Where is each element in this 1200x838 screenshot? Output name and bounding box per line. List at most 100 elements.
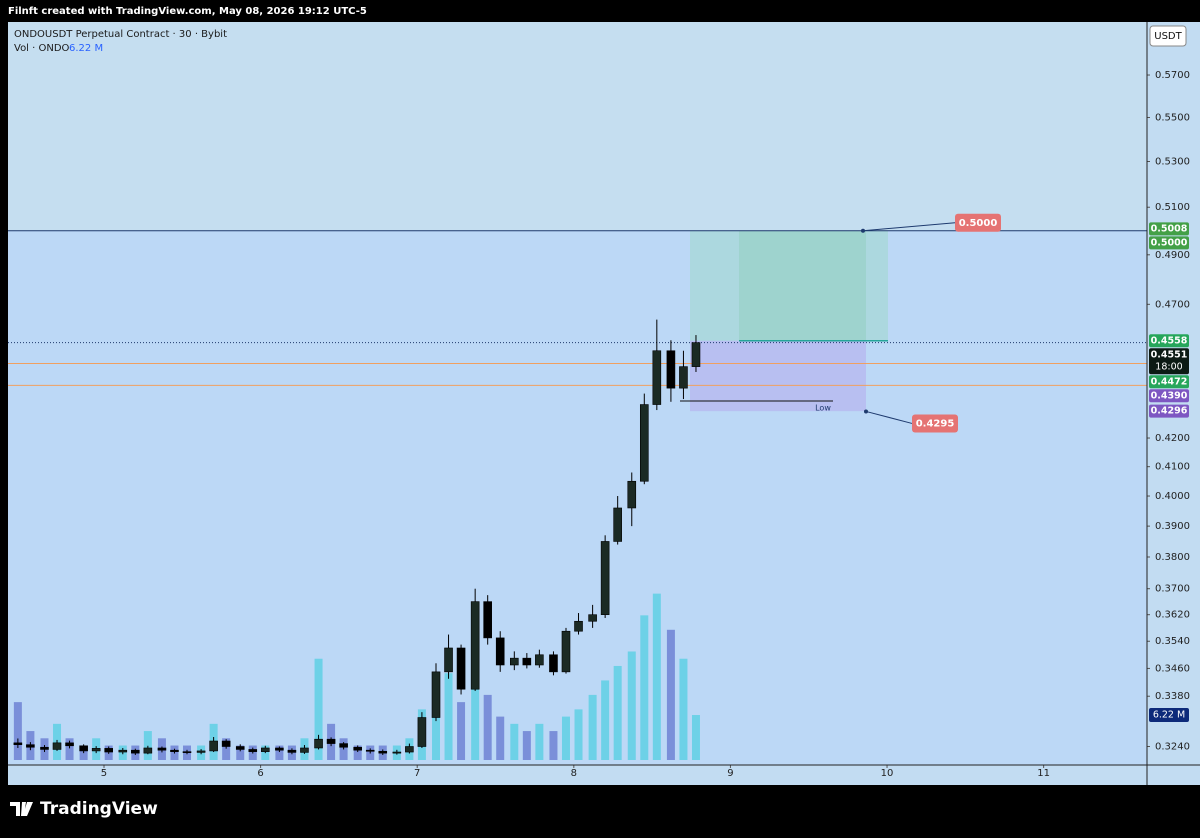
candle-body (639, 404, 649, 482)
volume-bar (561, 716, 570, 760)
y-tick-label: 0.3800 (1155, 552, 1190, 563)
volume-bar (483, 694, 492, 760)
candle-body (353, 746, 363, 751)
callout-dot (861, 228, 865, 233)
price-label: 0.4390 (1151, 390, 1188, 401)
x-tick-label: 6 (257, 768, 263, 779)
candle-body (691, 342, 701, 367)
volume-bar (613, 665, 622, 760)
volume-bar (432, 687, 441, 760)
y-tick-label: 0.3540 (1155, 636, 1190, 647)
price-label: 0.4551 (1151, 349, 1188, 360)
volume-bar (652, 593, 661, 760)
y-tick-label: 0.3240 (1155, 742, 1190, 753)
candle-body (40, 746, 49, 750)
y-tick-label: 0.3380 (1155, 691, 1190, 702)
callout-line (862, 222, 956, 232)
y-tick-label: 0.3700 (1155, 584, 1190, 595)
candle-body (170, 749, 179, 752)
y-tick-label: 0.4100 (1155, 462, 1190, 473)
candle-body (574, 620, 583, 632)
volume-axis-label: 6.22 M (1153, 710, 1185, 721)
currency-button[interactable] (1149, 25, 1187, 47)
y-tick-label: 0.4700 (1155, 299, 1190, 310)
candle-body (613, 507, 622, 542)
y-tick-label: 0.5100 (1155, 202, 1190, 213)
candle-body (235, 746, 245, 750)
candle-body (483, 601, 492, 639)
callout-line (865, 410, 913, 424)
candle-body (143, 747, 153, 754)
candle-body (157, 747, 167, 751)
upper-region (8, 22, 1147, 231)
candle-body (378, 750, 388, 754)
x-tick-label: 9 (727, 768, 733, 779)
candle-body (510, 657, 519, 666)
candle-body (196, 750, 206, 753)
volume-bar (666, 629, 675, 760)
volume-bar (588, 694, 597, 760)
y-tick-label: 0.3620 (1155, 610, 1190, 621)
candle-body (417, 717, 427, 747)
candle-body (131, 749, 140, 754)
price-label: 0.4296 (1151, 406, 1188, 417)
price-label: 0.4558 (1151, 335, 1188, 346)
y-tick-label: 0.5700 (1155, 70, 1190, 81)
logo (10, 802, 33, 816)
candle-body (444, 647, 453, 673)
y-tick-label: 0.4200 (1155, 433, 1190, 444)
price-label-box (1149, 404, 1189, 418)
candle-body (588, 614, 597, 622)
candle-body (431, 671, 441, 718)
x-tick-label: 11 (1037, 768, 1050, 779)
price-label-box (1149, 348, 1189, 375)
candle-body (666, 350, 676, 389)
volume-bar (275, 745, 284, 760)
y-tick-label: 0.5500 (1155, 112, 1190, 123)
candle-body (405, 746, 414, 753)
volume-bar (457, 702, 466, 760)
candle-body (549, 654, 558, 673)
candle-body (600, 541, 610, 615)
candle-body (52, 742, 62, 750)
candle-body (522, 657, 532, 666)
volume-bar (640, 615, 649, 760)
candle-body (326, 738, 336, 744)
brand: TradingView (40, 799, 158, 819)
price-label-box (1149, 375, 1189, 389)
candle-body (470, 601, 480, 690)
candle-body (652, 350, 662, 405)
candle-body (339, 743, 348, 748)
price-label: 0.4472 (1151, 376, 1188, 387)
candle-body (26, 744, 35, 748)
candle-body (13, 742, 23, 745)
y-tick-label: 0.3460 (1155, 663, 1190, 674)
volume-label-box (1149, 708, 1189, 723)
callout-box (912, 414, 958, 433)
volume-bar (496, 716, 505, 760)
candle-body (300, 747, 309, 753)
price-label-box (1149, 222, 1189, 236)
candle-body (209, 740, 218, 752)
price-label-box (1149, 236, 1189, 250)
currency[interactable]: USDT (1154, 31, 1182, 42)
candle-body (248, 749, 258, 752)
price-label: 0.5008 (1151, 223, 1188, 234)
y-tick-label: 0.4000 (1155, 491, 1190, 502)
candle-body (65, 742, 74, 747)
price-label-box (1149, 389, 1189, 403)
price-label-box (1149, 334, 1189, 348)
y-tick-label: 0.5300 (1155, 157, 1190, 168)
volume-bar (535, 723, 544, 760)
x-tick-label: 10 (881, 768, 894, 779)
volume-bar (444, 673, 453, 760)
callout-box (955, 213, 1001, 232)
low-label: Low (815, 404, 831, 413)
countdown: 18:00 (1155, 361, 1182, 372)
credit: Filnft created with TradingView.com, May… (8, 6, 367, 17)
callout-label: 0.5000 (959, 218, 998, 229)
volume-bar (65, 738, 74, 760)
candle-body (535, 654, 544, 666)
x-tick-label: 5 (101, 768, 107, 779)
candle-body (261, 747, 270, 752)
